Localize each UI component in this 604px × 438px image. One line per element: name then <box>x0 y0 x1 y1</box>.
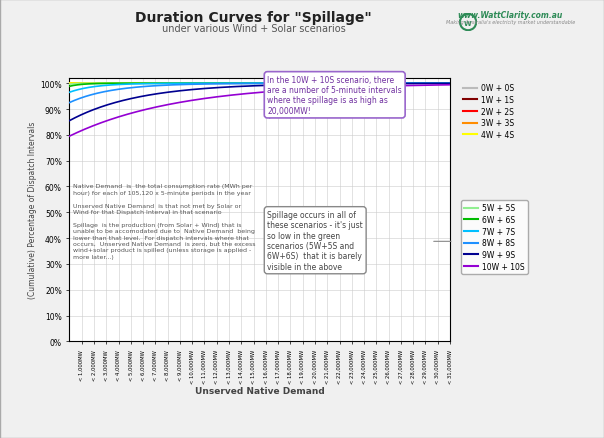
Text: Duration Curves for "Spillage": Duration Curves for "Spillage" <box>135 11 372 25</box>
Text: Making Australia's electricity market understandable: Making Australia's electricity market un… <box>446 20 575 25</box>
Legend: 5W + 5S, 6W + 6S, 7W + 7S, 8W + 8S, 9W + 9S, 10W + 10S: 5W + 5S, 6W + 6S, 7W + 7S, 8W + 8S, 9W +… <box>461 201 528 274</box>
X-axis label: Unserved Native Demand: Unserved Native Demand <box>195 386 324 395</box>
Text: Spillage occurs in all of
these scenarios - it's just
so low in the green
scenar: Spillage occurs in all of these scenario… <box>268 210 363 271</box>
Text: Native Demand  is  the total consumption rate (MWh per
hour) for each of 105,120: Native Demand is the total consumption r… <box>73 184 255 259</box>
Text: W: W <box>464 21 472 27</box>
Y-axis label: (Cumulative) Percentage of Dispatch Intervals: (Cumulative) Percentage of Dispatch Inte… <box>28 122 37 299</box>
Text: under various Wind + Solar scenarios: under various Wind + Solar scenarios <box>162 24 345 34</box>
Text: In the 10W + 10S scenario, there
are a number of 5-minute intervals
where the sp: In the 10W + 10S scenario, there are a n… <box>268 75 402 116</box>
Text: www.WattClarity.com.au: www.WattClarity.com.au <box>458 11 563 20</box>
